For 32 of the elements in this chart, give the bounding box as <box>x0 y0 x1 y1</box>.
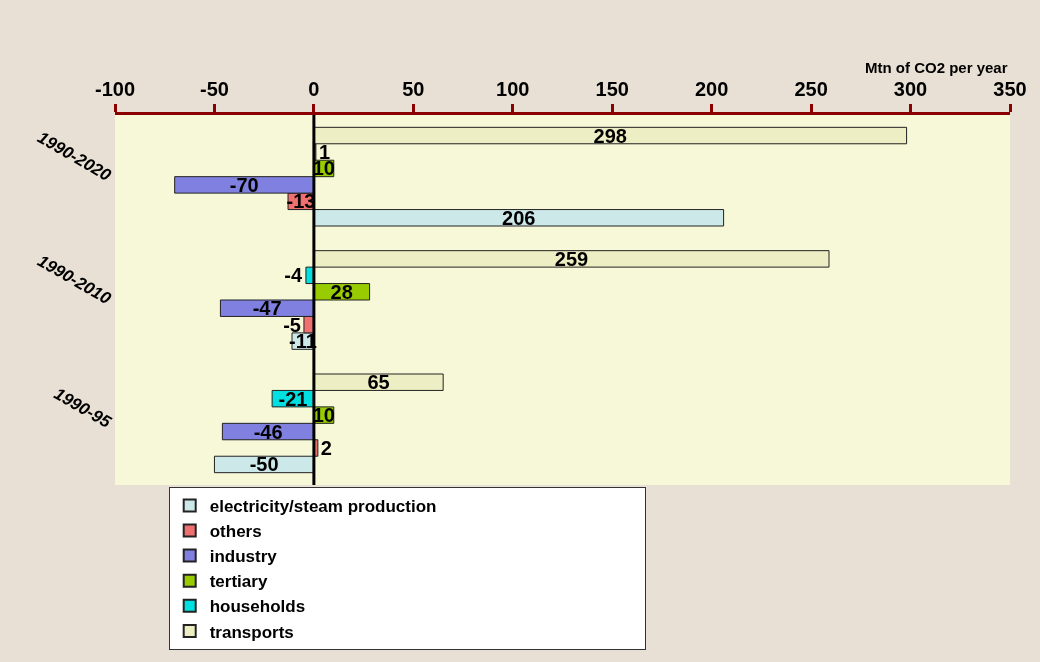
legend-label: tertiary <box>209 572 268 592</box>
data-label: -47 <box>252 297 282 320</box>
data-label: -70 <box>229 173 259 196</box>
x-tick-label: 300 <box>893 78 928 100</box>
x-tick-label: -50 <box>199 78 229 100</box>
x-tick-label: 200 <box>694 78 729 100</box>
legend-label: electricity/steam production <box>209 497 437 517</box>
legend-label: transports <box>209 622 294 642</box>
x-tick-label: 50 <box>402 78 425 100</box>
x-tick-label: -100 <box>94 78 136 100</box>
x-tick-label: 250 <box>794 78 828 100</box>
data-label: 298 <box>593 124 627 147</box>
bar <box>313 209 725 227</box>
data-label: -21 <box>278 387 308 410</box>
legend-label: others <box>209 522 262 542</box>
data-label: 28 <box>330 280 353 303</box>
data-label: 206 <box>502 206 536 229</box>
data-label: 259 <box>554 247 589 270</box>
data-label: -4 <box>284 264 303 287</box>
data-label: 2 <box>320 437 332 459</box>
x-tick-label: 150 <box>595 78 629 100</box>
data-label: -50 <box>249 453 279 476</box>
x-axis-title: Mtn of CO2 per year <box>865 59 1008 76</box>
bar <box>313 373 444 391</box>
x-tick-label: 100 <box>496 78 530 100</box>
x-tick-label: 350 <box>993 78 1027 100</box>
x-tick-label: 0 <box>308 78 320 100</box>
legend-label: households <box>209 597 306 617</box>
data-label: -46 <box>253 420 283 443</box>
legend-label: industry <box>209 547 278 567</box>
data-label: 65 <box>367 371 390 394</box>
bar <box>313 250 830 268</box>
